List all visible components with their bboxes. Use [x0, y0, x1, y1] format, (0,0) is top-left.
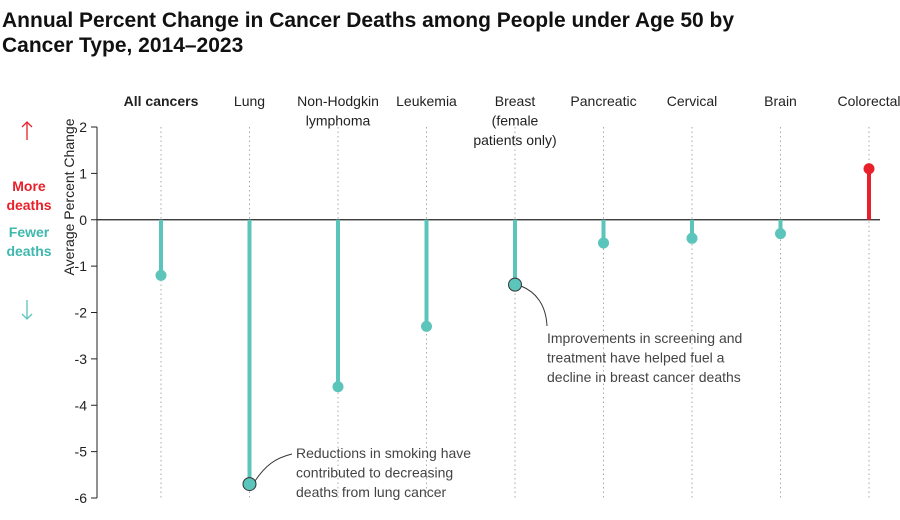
lollipop-head [686, 232, 698, 244]
x-category-label: Leukemia [396, 93, 457, 109]
lollipop-head [863, 163, 875, 175]
lung-leader [254, 453, 293, 482]
y-tick-label: -4 [75, 397, 88, 413]
lollipop-head [332, 381, 344, 393]
y-axis-label: Average Percent Change [61, 118, 77, 275]
lollipop-head [775, 228, 786, 240]
up-arrow [21, 121, 33, 140]
y-tick-label: 2 [79, 119, 87, 135]
x-category-label: Pancreatic [570, 93, 636, 109]
fewer-deaths-label: Fewer deaths [6, 224, 51, 259]
lung-annotation: Reductions in smoking have contributed to… [296, 445, 471, 500]
chart-title: Annual Percent Change in Cancer Deaths a… [2, 9, 734, 57]
plot: 2 1 0 -1 -2 -3 -4 -5 -6 All cancers Lung Non-Hodgki… [75, 93, 900, 506]
y-tick-label: -2 [75, 305, 88, 321]
x-category-label: Colorectal [837, 93, 900, 109]
breast-annotation: Improvements in screening and treatment h… [547, 330, 742, 385]
y-tick-label: -5 [75, 444, 88, 460]
y-tick-label: 0 [79, 212, 87, 228]
x-category-label: Brain [764, 93, 797, 109]
y-tick-label: -6 [75, 490, 88, 506]
lollipop-head [242, 477, 257, 492]
lollipop-head [421, 320, 432, 332]
x-category-label: Cervical [667, 93, 718, 109]
more-deaths-label: More deaths [6, 178, 51, 213]
lollipop-head [508, 277, 522, 292]
x-category-label: All cancers [124, 93, 199, 109]
x-category-label: Non-Hodgkin lymphoma [297, 93, 379, 129]
y-tick-label: -3 [75, 351, 88, 367]
breast-leader [520, 285, 548, 327]
x-category-label: Breast (female patients only) [473, 93, 556, 148]
lollipop-head [598, 237, 609, 249]
x-category-label: Lung [234, 93, 265, 109]
lollipop-head [155, 269, 167, 281]
down-arrow [21, 300, 33, 320]
y-tick-label: -1 [75, 258, 88, 274]
y-tick-label: 1 [79, 165, 87, 181]
